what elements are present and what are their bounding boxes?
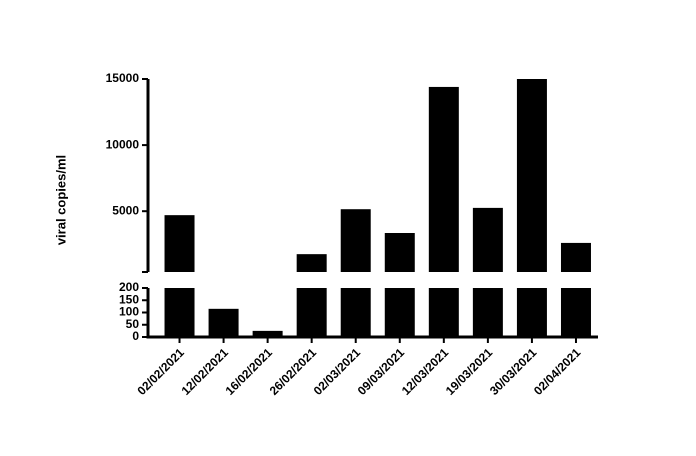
bar-lower-part <box>428 288 459 337</box>
bar-lower-part <box>296 288 327 337</box>
y-tick-label: 50 <box>126 317 140 331</box>
bar <box>428 86 459 337</box>
y-tick-label: 0 <box>132 329 139 343</box>
bar-upper-part <box>340 209 371 272</box>
bar <box>208 308 239 337</box>
bar <box>340 209 371 337</box>
bar <box>516 79 547 337</box>
bar <box>560 242 591 337</box>
bar-lower-part <box>560 288 591 337</box>
bar-upper-part <box>164 215 195 272</box>
bar <box>252 330 283 337</box>
bar <box>164 215 195 337</box>
y-tick-label: 100 <box>119 305 139 319</box>
bar <box>296 254 327 337</box>
bar-upper-part <box>428 86 459 272</box>
bar-upper-part <box>296 254 327 272</box>
bar-upper-part <box>560 242 591 272</box>
y-axis-label: viral copies/ml <box>53 155 68 245</box>
bar-upper-part <box>472 207 503 272</box>
y-tick-label: 200 <box>119 280 139 294</box>
bar <box>472 207 503 337</box>
y-tick-label: 15000 <box>106 71 140 85</box>
bar-upper-part <box>516 79 547 272</box>
bar <box>384 233 415 337</box>
y-tick-label: 10000 <box>106 137 140 151</box>
bar-upper-part <box>384 233 415 272</box>
bar-lower-part <box>384 288 415 337</box>
y-tick-label: 5000 <box>112 203 139 217</box>
y-tick-label: 150 <box>119 292 139 306</box>
x-tick-label: 02/04/2021 <box>531 345 584 398</box>
bar-lower-part <box>516 288 547 337</box>
bar-lower-part <box>472 288 503 337</box>
bar-lower-part <box>340 288 371 337</box>
bar-lower-part <box>164 288 195 337</box>
